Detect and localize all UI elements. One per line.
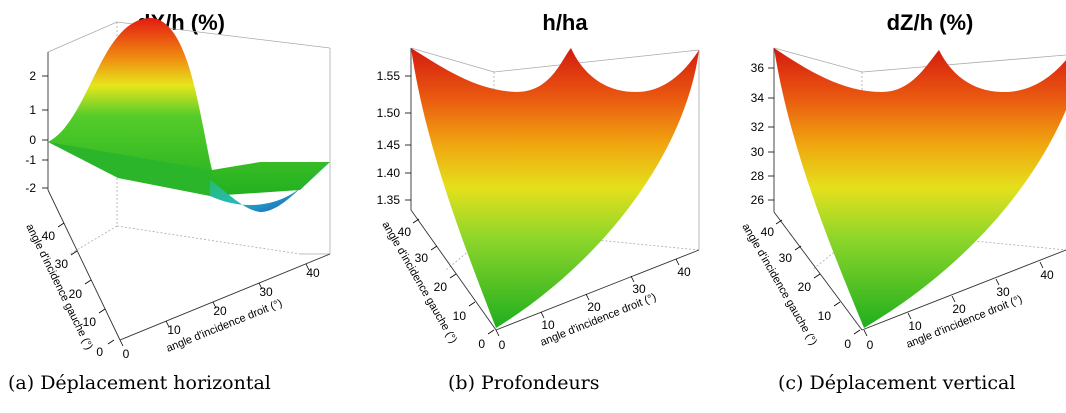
x-tick-label: 40 — [677, 265, 691, 279]
y-axis-label: angle d'incidence gauche (°) — [379, 220, 459, 346]
z-tick-label: 1.35 — [377, 193, 401, 207]
figure-caption: (a) Déplacement horizontal — [8, 372, 271, 394]
surface-a — [48, 18, 330, 212]
surface-plot-b: h/ha 1.55 1.50 1.45 1.40 1.35 — [377, 10, 700, 352]
y-axis-ticks — [57, 222, 115, 345]
surface-b — [411, 48, 699, 328]
z-tick-label: -1 — [25, 153, 36, 167]
x-axis-ticks — [119, 263, 310, 347]
x-tick-label: 0 — [499, 338, 506, 352]
x-tick-label: 30 — [996, 285, 1010, 299]
y-tick-label: 20 — [434, 280, 448, 294]
z-tick-label: 36 — [751, 61, 765, 75]
z-tick-label: 1.40 — [377, 166, 401, 180]
y-tick-label: 40 — [42, 229, 56, 243]
z-tick-label: 0 — [29, 133, 36, 147]
y-tick-label: 0 — [96, 345, 103, 359]
bounding-box — [410, 47, 700, 271]
y-tick-label: 20 — [69, 287, 83, 301]
surface-plot-c: dZ/h (%) 36 34 32 30 28 26 — [739, 10, 1066, 352]
y-tick-label: 30 — [55, 257, 69, 271]
z-tick-label: 26 — [751, 193, 765, 207]
z-axis-ticks — [405, 75, 411, 201]
base-box — [410, 48, 700, 331]
y-tick-label: 40 — [398, 225, 412, 239]
y-axis-ticks — [775, 219, 861, 335]
y-tick-label: 40 — [761, 225, 775, 239]
x-tick-label: 10 — [167, 323, 181, 337]
y-tick-label: 10 — [83, 315, 97, 329]
figure-caption: (b) Profondeurs — [448, 372, 600, 394]
surface-plot-a: dX/h (%) 2 1 0 -1 — [23, 10, 331, 361]
chart-panel-b: h/ha 1.55 1.50 1.45 1.40 1.35 — [356, 0, 712, 413]
figure-caption: (c) Déplacement vertical — [778, 372, 1016, 394]
x-tick-label: 20 — [213, 304, 227, 318]
base-box — [47, 52, 331, 341]
chart-panel-a: dX/h (%) 2 1 0 -1 — [0, 0, 356, 413]
x-tick-label: 0 — [123, 347, 130, 361]
x-tick-label: 30 — [632, 282, 646, 296]
x-tick-label: 40 — [306, 266, 320, 280]
z-tick-label: 32 — [751, 120, 765, 134]
surface-c — [774, 48, 1066, 328]
z-axis-ticks — [42, 75, 48, 189]
z-tick-label: 28 — [751, 169, 765, 183]
x-tick-label: 0 — [867, 338, 874, 352]
y-tick-label: 20 — [798, 280, 812, 294]
z-tick-label: 34 — [751, 91, 765, 105]
z-tick-label: -2 — [25, 181, 36, 195]
chart-title: h/ha — [542, 10, 588, 35]
x-tick-label: 20 — [587, 300, 601, 314]
z-tick-label: 1 — [29, 103, 36, 117]
x-axis-ticks — [863, 261, 1044, 337]
z-tick-label: 1.50 — [377, 106, 401, 120]
y-axis-ticks — [412, 218, 495, 335]
base-box — [773, 48, 1066, 331]
x-tick-label: 20 — [952, 302, 966, 316]
y-tick-label: 0 — [478, 337, 485, 351]
z-tick-label: 1.55 — [377, 69, 401, 83]
y-tick-label: 30 — [779, 251, 793, 265]
chart-title: dZ/h (%) — [887, 10, 974, 35]
z-tick-label: 1.45 — [377, 138, 401, 152]
x-tick-label: 10 — [541, 318, 555, 332]
y-axis-label: angle d'incidence gauche (°) — [23, 222, 95, 352]
y-tick-label: 30 — [415, 251, 429, 265]
z-tick-label: 2 — [29, 69, 36, 83]
chart-panel-c: dZ/h (%) 36 34 32 30 28 26 — [712, 0, 1066, 413]
x-axis-ticks — [495, 258, 680, 337]
y-tick-label: 10 — [453, 309, 467, 323]
x-tick-label: 10 — [908, 319, 922, 333]
z-axis-ticks — [768, 67, 774, 201]
x-tick-label: 40 — [1040, 268, 1054, 282]
z-tick-label: 30 — [751, 145, 765, 159]
y-tick-label: 10 — [818, 309, 832, 323]
x-tick-label: 30 — [259, 285, 273, 299]
y-tick-label: 0 — [844, 337, 851, 351]
